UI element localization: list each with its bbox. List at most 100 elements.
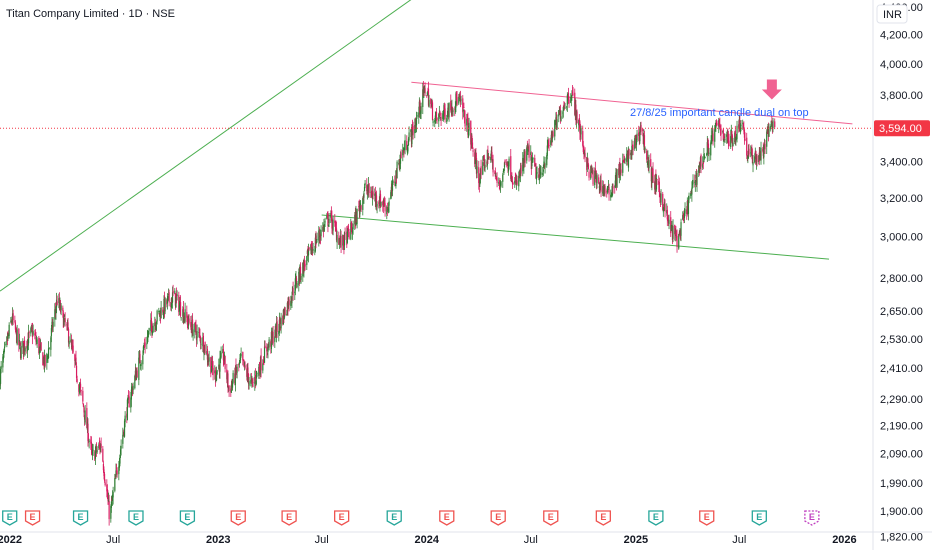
candle-body	[392, 181, 394, 184]
candle-body	[62, 307, 64, 312]
candle-body	[375, 195, 378, 204]
earnings-event-marker[interactable]: E	[648, 510, 664, 526]
candle-body	[466, 118, 468, 126]
trendlines[interactable]	[0, 0, 853, 292]
candle-body	[272, 331, 274, 344]
candle-body	[124, 415, 126, 422]
currency-box[interactable]: INR	[876, 4, 908, 24]
candle-body	[134, 375, 136, 389]
candle-body	[563, 104, 565, 107]
candle-body	[350, 222, 352, 240]
candle-body	[460, 99, 462, 101]
candle-body	[244, 365, 246, 368]
dividend-event-marker[interactable]: E	[24, 510, 41, 526]
dividend-event-marker[interactable]: E	[543, 510, 559, 526]
candle-body	[556, 119, 558, 129]
candle-body	[368, 183, 370, 193]
candle-body	[303, 262, 306, 266]
future-event-marker[interactable]: E	[804, 510, 820, 526]
dividend-event-marker[interactable]: E	[281, 510, 297, 526]
candle-body	[250, 377, 252, 380]
candle-body	[127, 395, 130, 398]
candle-body	[590, 166, 592, 179]
dividend-event-marker[interactable]: E	[595, 510, 611, 526]
candle-body	[435, 111, 438, 118]
candle-body	[155, 321, 158, 325]
candle-body	[243, 362, 246, 367]
candle-body	[530, 152, 532, 155]
green-trendline[interactable]	[321, 214, 830, 260]
candle-body	[175, 296, 177, 308]
dividend-event-marker[interactable]: E	[439, 510, 455, 526]
candle-body	[72, 345, 74, 353]
candle-body	[687, 200, 690, 214]
candle-body	[651, 172, 653, 184]
candle-body	[742, 124, 744, 127]
candles[interactable]	[0, 81, 776, 526]
time-axis[interactable]: 2022 Jul 2023 Jul 2024 Jul 2025 Jul 2026	[0, 531, 932, 546]
dividend-event-marker[interactable]: E	[230, 510, 246, 526]
candle-body	[232, 373, 234, 383]
candle-body	[128, 396, 130, 408]
candle-body	[740, 124, 742, 127]
candle-body	[0, 369, 2, 384]
candle-body	[227, 373, 229, 388]
candle-body	[455, 93, 457, 108]
candle-body	[303, 260, 305, 273]
candle-body	[18, 328, 20, 346]
time-tick-label: Jul	[524, 534, 538, 546]
candle-body	[56, 301, 58, 305]
dividend-event-marker[interactable]: E	[699, 510, 715, 526]
candle-body	[690, 192, 692, 196]
candle-body	[423, 87, 425, 93]
earnings-badge-label: E	[286, 512, 292, 522]
candle-body	[656, 179, 658, 180]
earnings-event-marker[interactable]: E	[751, 510, 767, 526]
candle-body	[46, 353, 48, 364]
candle-body	[252, 382, 254, 384]
earnings-event-marker[interactable]: E	[72, 510, 89, 526]
candle-body	[471, 135, 473, 142]
candle-body	[642, 129, 644, 132]
candle-body	[102, 464, 105, 471]
candle-body	[686, 209, 688, 214]
candle-body	[300, 275, 302, 280]
candle-body	[336, 235, 338, 243]
candle-body	[572, 93, 574, 95]
candle-body	[680, 222, 682, 236]
candle-body	[119, 449, 122, 455]
candle-body	[702, 162, 704, 165]
dividend-event-marker[interactable]: E	[334, 510, 350, 526]
earnings-event-marker[interactable]: E	[128, 510, 144, 526]
candle-body	[582, 146, 584, 153]
candle-body	[79, 383, 82, 389]
candle-body	[424, 88, 426, 94]
candle-body	[356, 208, 358, 224]
candle-body	[652, 168, 654, 183]
earnings-badge-icon	[281, 510, 297, 526]
candle-body	[699, 163, 701, 168]
candle-body	[140, 362, 142, 367]
candle-body	[622, 160, 624, 173]
green-trendline[interactable]	[0, 0, 420, 292]
candle-body	[402, 148, 404, 152]
candle-body	[27, 331, 30, 344]
dividend-event-marker[interactable]: E	[490, 510, 506, 526]
candle-body	[166, 297, 169, 304]
last-price-value: 3,594.00	[879, 123, 922, 135]
red-trendline[interactable]	[411, 81, 853, 125]
candle-body	[419, 100, 421, 114]
candle-body	[348, 231, 350, 239]
candle-body	[30, 328, 32, 334]
earnings-event-marker[interactable]: E	[179, 510, 196, 526]
price-axis[interactable]: 4,400.004,200.004,000.003,800.003,600.00…	[872, 0, 923, 550]
candle-body	[188, 318, 190, 323]
earnings-event-marker[interactable]: E	[2, 510, 18, 526]
candle-body	[667, 218, 669, 221]
earnings-event-marker[interactable]: E	[386, 510, 402, 526]
time-tick-label: Jul	[732, 534, 746, 546]
candle-body	[455, 93, 458, 100]
arrow-down-icon	[761, 79, 782, 100]
